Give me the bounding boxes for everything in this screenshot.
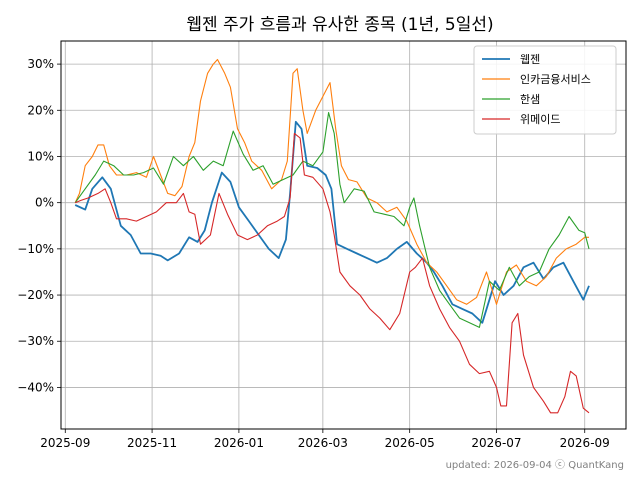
- x-tick-label: 2026-07: [471, 436, 521, 450]
- legend-label: 위메이드: [520, 113, 560, 126]
- y-tick-label: 0%: [35, 196, 54, 210]
- x-tick-label: 2025-09: [40, 436, 90, 450]
- series-line-1: [74, 120, 590, 324]
- x-tick-label: 2026-03: [298, 436, 348, 450]
- y-tick-label: 20%: [27, 103, 54, 117]
- legend-label: 한샘: [520, 93, 540, 106]
- series-line-3: [74, 112, 590, 328]
- x-tick-label: 2026-09: [560, 436, 610, 450]
- x-tick-label: 2026-05: [385, 436, 435, 450]
- series-line-4: [74, 132, 590, 414]
- y-tick-label: 10%: [27, 149, 54, 163]
- chart-title: 웹젠 주가 흐름과 유사한 종목 (1년, 5일선): [186, 15, 493, 35]
- x-tick-label: 2025-11: [127, 436, 177, 450]
- x-tick-label: 2026-01: [214, 436, 264, 450]
- footer-credit: updated: 2026-09-04 ⓒ QuantKang: [446, 459, 624, 471]
- legend-box: [473, 45, 617, 135]
- grid: [61, 41, 626, 429]
- legend-label: 웹젠: [520, 53, 540, 66]
- axis-ticks: 2025-09 2025-11 2026-01 2026-03 2026-05 2026-…: [17, 57, 610, 450]
- y-tick-label: −10%: [17, 242, 54, 256]
- y-tick-label: 30%: [27, 57, 54, 71]
- series-line-2: [74, 58, 589, 305]
- y-tick-label: −30%: [17, 334, 54, 348]
- plot-frame: [60, 40, 627, 430]
- y-tick-label: −20%: [17, 288, 54, 302]
- legend-label: 인카금융서비스: [520, 73, 591, 86]
- y-tick-label: −40%: [17, 380, 54, 394]
- series-lines: [74, 58, 590, 414]
